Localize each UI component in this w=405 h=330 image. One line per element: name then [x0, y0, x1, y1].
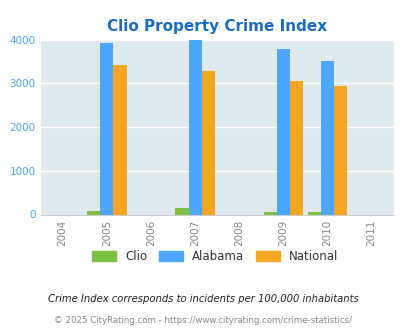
Bar [201, 71, 215, 215]
Legend: Clio, Alabama, National: Clio, Alabama, National [92, 250, 337, 263]
Bar [175, 208, 188, 214]
Bar [188, 41, 201, 214]
Title: Clio Property Crime Index: Clio Property Crime Index [107, 19, 326, 34]
Bar [100, 43, 113, 214]
Text: Crime Index corresponds to incidents per 100,000 inhabitants: Crime Index corresponds to incidents per… [47, 294, 358, 304]
Bar [263, 212, 276, 215]
Bar [276, 49, 289, 214]
Bar [113, 65, 126, 214]
Text: © 2025 CityRating.com - https://www.cityrating.com/crime-statistics/: © 2025 CityRating.com - https://www.city… [54, 315, 351, 325]
Bar [87, 211, 100, 215]
Bar [289, 81, 303, 214]
Bar [333, 86, 347, 214]
Bar [320, 61, 333, 214]
Bar [307, 212, 320, 214]
